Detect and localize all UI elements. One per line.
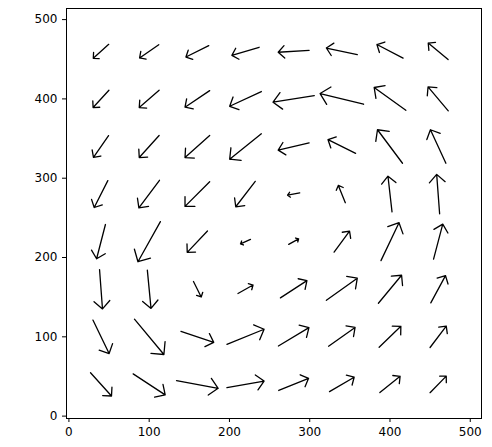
- svg-text:0: 0: [65, 425, 73, 439]
- svg-text:200: 200: [35, 250, 58, 264]
- svg-text:300: 300: [298, 425, 321, 439]
- svg-text:100: 100: [35, 330, 58, 344]
- svg-text:0: 0: [50, 409, 58, 423]
- svg-text:300: 300: [35, 171, 58, 185]
- svg-text:100: 100: [138, 425, 161, 439]
- svg-text:500: 500: [459, 425, 482, 439]
- svg-text:500: 500: [35, 12, 58, 26]
- svg-text:400: 400: [35, 92, 58, 106]
- svg-text:400: 400: [379, 425, 402, 439]
- svg-text:200: 200: [218, 425, 241, 439]
